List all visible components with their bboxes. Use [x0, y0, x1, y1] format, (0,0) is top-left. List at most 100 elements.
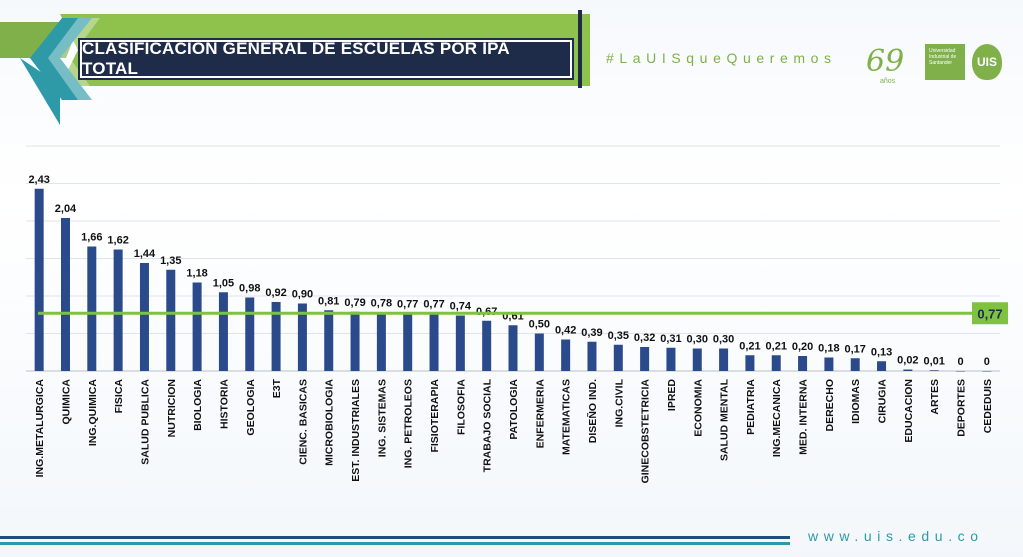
- x-tick-label: HISTORIA: [218, 379, 230, 429]
- data-label: 0,35: [608, 330, 629, 342]
- data-label: 0,81: [318, 295, 339, 307]
- x-tick-label: CIENC. BASICAS: [297, 379, 309, 465]
- bar: [113, 249, 123, 371]
- uis-mark-logo: UIS: [972, 44, 1002, 80]
- x-tick-label: SALUD PUBLICA: [139, 379, 151, 465]
- x-tick-label: ING. PETROLEOS: [403, 379, 415, 468]
- bar: [771, 355, 781, 371]
- x-tick-label: ARTES: [929, 379, 941, 415]
- data-label: 0,01: [923, 355, 944, 367]
- x-tick-label: GEOLOGIA: [245, 379, 257, 436]
- x-tick-label: IDIOMAS: [850, 379, 862, 424]
- x-tick-label: E3T: [271, 378, 283, 398]
- data-label: 0,18: [818, 343, 839, 355]
- bar: [218, 292, 228, 371]
- x-tick-label: ING.MECANICA: [771, 379, 783, 458]
- data-label: 0,21: [766, 340, 787, 352]
- x-tick-label: NUTRICION: [166, 379, 178, 437]
- data-label: 0,20: [792, 341, 813, 353]
- data-label: 0,90: [292, 289, 313, 301]
- footer-divider-teal: [0, 542, 790, 545]
- data-label: 0,31: [660, 333, 681, 345]
- bar: [929, 370, 939, 371]
- bar: [455, 315, 465, 371]
- x-tick-label: MED. INTERNA: [798, 379, 810, 455]
- data-label: 0,50: [529, 319, 550, 331]
- hashtag-text: #LaUISqueQueremos: [606, 50, 837, 66]
- x-tick-label: SALUD MENTAL: [719, 378, 731, 461]
- footer-divider-blue: [0, 536, 790, 539]
- bar: [534, 333, 544, 371]
- bar: [877, 361, 887, 371]
- data-label: 1,66: [81, 232, 102, 244]
- x-tick-label: IPRED: [666, 379, 678, 412]
- x-tick-label: ING.QUIMICA: [87, 379, 99, 446]
- data-label: 1,62: [107, 235, 128, 247]
- anniversary-number: 69: [866, 44, 905, 79]
- x-tick-label: GINECOBSTETRICIA: [640, 379, 652, 484]
- data-label: 0: [957, 356, 963, 368]
- x-tick-label: CIRUGIA: [877, 379, 889, 424]
- data-label: 2,43: [28, 174, 49, 186]
- x-tick-label: DISEÑO IND.: [586, 379, 599, 443]
- data-label: 0,17: [845, 343, 866, 355]
- bar: [719, 348, 729, 371]
- data-label: 0: [984, 356, 990, 368]
- x-tick-label: CEDEDUIS: [982, 379, 994, 433]
- bar: [271, 302, 281, 371]
- bar: [745, 355, 755, 371]
- data-label: 1,18: [186, 268, 207, 280]
- bar: [376, 312, 386, 371]
- data-label: 0,79: [344, 297, 365, 309]
- bar: [350, 311, 360, 371]
- data-label: 0,74: [450, 301, 472, 313]
- header-banner: CLASIFICACIÓN GENERAL DE ESCUELAS POR IP…: [0, 0, 1023, 130]
- data-label: 0,13: [871, 346, 892, 358]
- data-label: 1,35: [160, 255, 181, 267]
- bar: [508, 325, 518, 371]
- bar: [192, 282, 202, 371]
- bar: [482, 320, 492, 371]
- x-tick-label: ENFERMERIA: [534, 379, 546, 449]
- bar: [324, 310, 334, 371]
- bar: [692, 348, 702, 371]
- bar: [166, 269, 176, 371]
- bar: [850, 358, 860, 371]
- bar: [429, 313, 439, 371]
- data-label: 1,05: [213, 277, 234, 289]
- ipa-bar-chart: 2,43 ING.METALURGICA 2,04 QUIMICA 1,66 ING.QU…: [26, 145, 1008, 484]
- data-label: 0,30: [687, 334, 708, 346]
- x-tick-label: ING.CIVIL: [613, 378, 625, 427]
- x-tick-label: EST. INDUSTRIALES: [350, 379, 362, 482]
- bar: [824, 357, 834, 371]
- bar: [903, 369, 913, 371]
- bar: [34, 188, 44, 371]
- bar: [982, 371, 992, 372]
- data-label: 0,92: [265, 287, 286, 299]
- bar: [613, 344, 623, 371]
- bar: [139, 263, 149, 371]
- footer-url: www.uis.edu.co: [808, 528, 984, 544]
- data-label: 0,39: [581, 327, 602, 339]
- reference-line-badge: [972, 302, 1008, 325]
- x-tick-label: PEDIATRIA: [745, 379, 757, 435]
- reference-line-label: 0,77: [977, 306, 1002, 321]
- bar: [640, 347, 650, 371]
- x-tick-label: PATOLOGIA: [508, 379, 520, 440]
- bar: [87, 246, 97, 371]
- x-tick-label: DERECHO: [824, 379, 836, 432]
- data-label: 0,42: [555, 325, 576, 337]
- x-tick-label: FILOSOFIA: [455, 379, 467, 435]
- university-logo: Universidad Industrial de Santander: [925, 44, 965, 80]
- x-tick-label: EDUCACION: [903, 379, 915, 443]
- bar: [403, 313, 413, 371]
- bar: [60, 218, 70, 371]
- bar: [587, 341, 597, 371]
- bar: [956, 371, 966, 372]
- x-tick-label: DEPORTES: [956, 379, 968, 437]
- x-tick-label: TRABAJO SOCIAL: [482, 378, 494, 472]
- x-tick-label: ECONOMIA: [692, 379, 704, 437]
- bar: [798, 356, 808, 371]
- x-tick-label: MICROBIOLOGIA: [324, 379, 336, 466]
- data-label: 1,44: [134, 248, 156, 260]
